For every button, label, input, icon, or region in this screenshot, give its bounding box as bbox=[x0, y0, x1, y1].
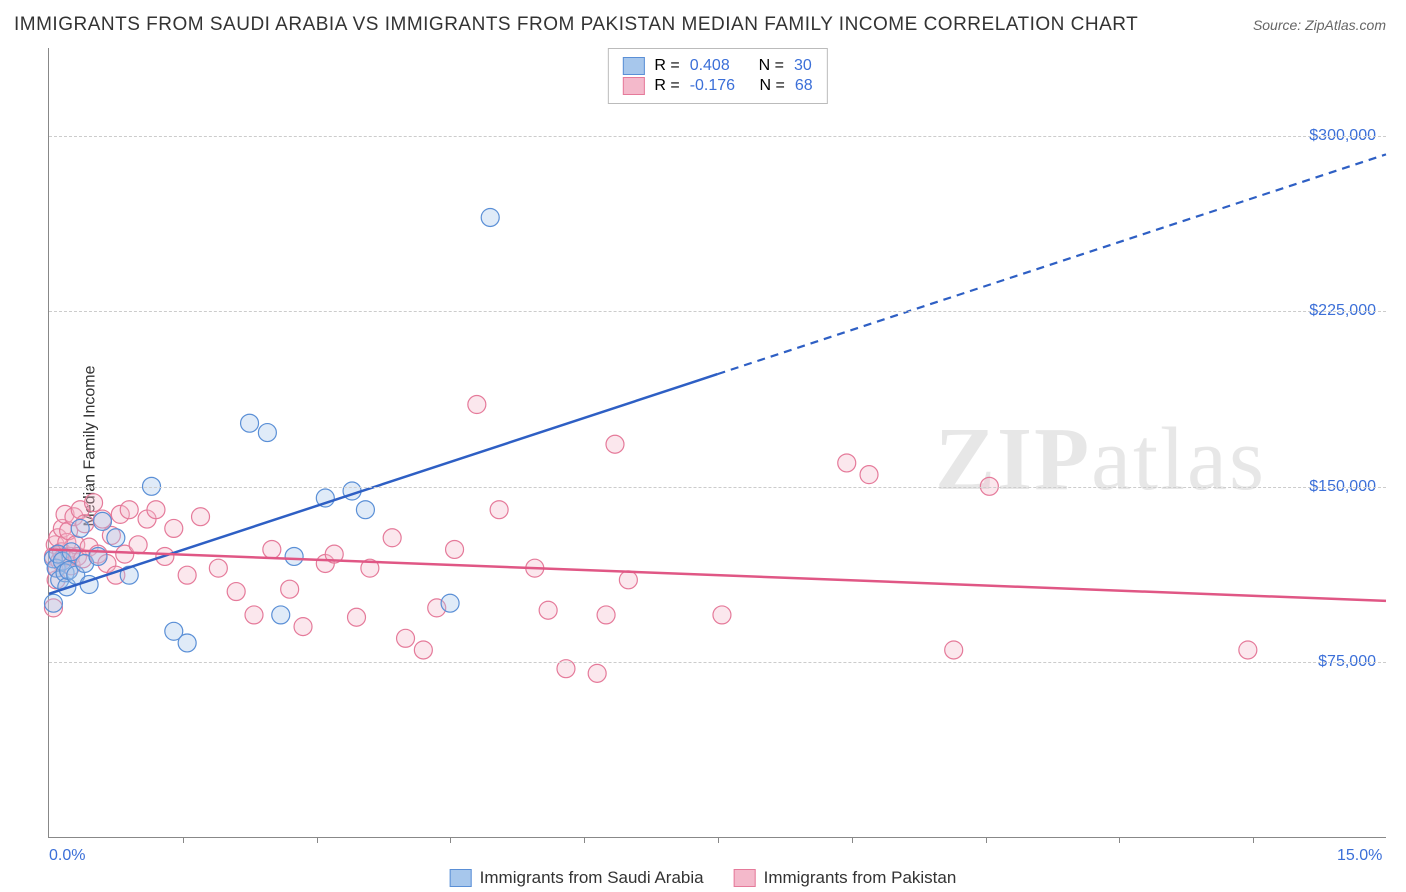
swatch-pakistan bbox=[622, 77, 644, 95]
data-point-pakistan bbox=[490, 501, 508, 519]
data-point-pakistan bbox=[227, 583, 245, 601]
legend-row-saudi: R = 0.408 N = 30 bbox=[622, 57, 812, 75]
data-point-pakistan bbox=[606, 435, 624, 453]
data-point-pakistan bbox=[245, 606, 263, 624]
r-value-pakistan: -0.176 bbox=[690, 77, 735, 95]
data-point-pakistan bbox=[397, 629, 415, 647]
gridline-h bbox=[49, 662, 1386, 663]
swatch-saudi-icon bbox=[450, 869, 472, 887]
x-tick bbox=[852, 837, 853, 843]
data-point-pakistan bbox=[860, 466, 878, 484]
legend-label-saudi: Immigrants from Saudi Arabia bbox=[480, 868, 704, 888]
data-point-saudi bbox=[272, 606, 290, 624]
data-point-saudi bbox=[481, 209, 499, 227]
data-point-pakistan bbox=[539, 601, 557, 619]
n-value-pakistan: 68 bbox=[795, 77, 813, 95]
data-point-saudi bbox=[241, 414, 259, 432]
gridline-h bbox=[49, 136, 1386, 137]
data-point-pakistan bbox=[281, 580, 299, 598]
chart-container: IMMIGRANTS FROM SAUDI ARABIA VS IMMIGRAN… bbox=[0, 0, 1406, 892]
legend-series: Immigrants from Saudi Arabia Immigrants … bbox=[450, 868, 957, 888]
legend-row-pakistan: R = -0.176 N = 68 bbox=[622, 77, 812, 95]
trendline-dashed-saudi bbox=[718, 154, 1387, 374]
data-point-saudi bbox=[441, 594, 459, 612]
data-point-pakistan bbox=[383, 529, 401, 547]
x-tick-label: 0.0% bbox=[49, 847, 85, 865]
legend-item-pakistan: Immigrants from Pakistan bbox=[734, 868, 957, 888]
data-point-pakistan bbox=[85, 494, 103, 512]
n-value-saudi: 30 bbox=[794, 57, 812, 75]
x-tick bbox=[1119, 837, 1120, 843]
gridline-h bbox=[49, 487, 1386, 488]
x-tick bbox=[183, 837, 184, 843]
x-tick bbox=[584, 837, 585, 843]
legend-label-pakistan: Immigrants from Pakistan bbox=[764, 868, 957, 888]
title-bar: IMMIGRANTS FROM SAUDI ARABIA VS IMMIGRAN… bbox=[0, 0, 1406, 36]
data-point-pakistan bbox=[945, 641, 963, 659]
data-point-pakistan bbox=[414, 641, 432, 659]
r-value-saudi: 0.408 bbox=[690, 57, 730, 75]
x-tick bbox=[1253, 837, 1254, 843]
data-point-saudi bbox=[44, 594, 62, 612]
data-point-pakistan bbox=[348, 608, 366, 626]
data-point-pakistan bbox=[165, 519, 183, 537]
data-point-pakistan bbox=[588, 664, 606, 682]
n-prefix: N = bbox=[759, 57, 784, 75]
x-tick bbox=[986, 837, 987, 843]
data-point-pakistan bbox=[446, 540, 464, 558]
swatch-pakistan-icon bbox=[734, 869, 756, 887]
data-point-saudi bbox=[71, 519, 89, 537]
chart-svg bbox=[49, 48, 1386, 837]
data-point-pakistan bbox=[120, 501, 138, 519]
r-prefix: R = bbox=[654, 57, 679, 75]
x-tick bbox=[317, 837, 318, 843]
data-point-pakistan bbox=[1239, 641, 1257, 659]
source-attribution: Source: ZipAtlas.com bbox=[1253, 17, 1386, 33]
swatch-saudi bbox=[622, 57, 644, 75]
data-point-pakistan bbox=[178, 566, 196, 584]
data-point-pakistan bbox=[147, 501, 165, 519]
x-tick bbox=[450, 837, 451, 843]
data-point-pakistan bbox=[209, 559, 227, 577]
data-point-saudi bbox=[107, 529, 125, 547]
data-point-pakistan bbox=[597, 606, 615, 624]
data-point-pakistan bbox=[294, 618, 312, 636]
chart-title: IMMIGRANTS FROM SAUDI ARABIA VS IMMIGRAN… bbox=[14, 14, 1138, 36]
r-prefix: R = bbox=[654, 77, 679, 95]
data-point-saudi bbox=[356, 501, 374, 519]
x-tick-label: 15.0% bbox=[1337, 847, 1382, 865]
data-point-pakistan bbox=[129, 536, 147, 554]
x-tick bbox=[718, 837, 719, 843]
data-point-pakistan bbox=[263, 540, 281, 558]
legend-correlation: R = 0.408 N = 30 R = -0.176 N = 68 bbox=[607, 48, 827, 104]
plot-area: ZIPatlas R = 0.408 N = 30 R = -0.176 bbox=[48, 48, 1386, 838]
gridline-h bbox=[49, 311, 1386, 312]
data-point-saudi bbox=[93, 512, 111, 530]
trendline-pakistan bbox=[49, 549, 1386, 600]
n-prefix: N = bbox=[760, 77, 785, 95]
data-point-saudi bbox=[285, 547, 303, 565]
data-point-saudi bbox=[178, 634, 196, 652]
legend-item-saudi: Immigrants from Saudi Arabia bbox=[450, 868, 704, 888]
data-point-pakistan bbox=[838, 454, 856, 472]
data-point-pakistan bbox=[713, 606, 731, 624]
data-point-pakistan bbox=[192, 508, 210, 526]
data-point-saudi bbox=[258, 424, 276, 442]
data-point-pakistan bbox=[619, 571, 637, 589]
data-point-pakistan bbox=[468, 396, 486, 414]
